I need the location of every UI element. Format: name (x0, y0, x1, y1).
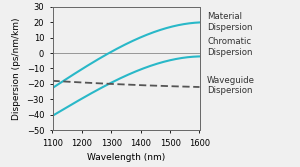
X-axis label: Wavelength (nm): Wavelength (nm) (87, 153, 165, 162)
Text: Chromatic
Dispersion: Chromatic Dispersion (207, 37, 253, 57)
Text: Waveguide
Dispersion: Waveguide Dispersion (207, 76, 255, 95)
Y-axis label: Dispersion (ps/nm/km): Dispersion (ps/nm/km) (12, 17, 21, 120)
Text: Material
Dispersion: Material Dispersion (207, 12, 253, 32)
